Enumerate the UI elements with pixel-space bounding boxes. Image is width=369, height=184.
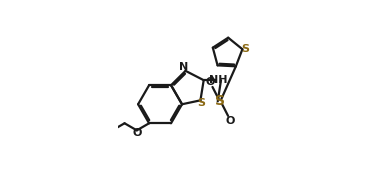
Text: O: O <box>225 116 235 126</box>
Text: O: O <box>132 128 141 139</box>
Text: O: O <box>206 77 215 87</box>
Text: N: N <box>179 62 189 72</box>
Text: S: S <box>215 94 225 108</box>
Text: S: S <box>197 98 205 108</box>
Text: NH: NH <box>208 75 227 85</box>
Text: S: S <box>241 44 249 54</box>
